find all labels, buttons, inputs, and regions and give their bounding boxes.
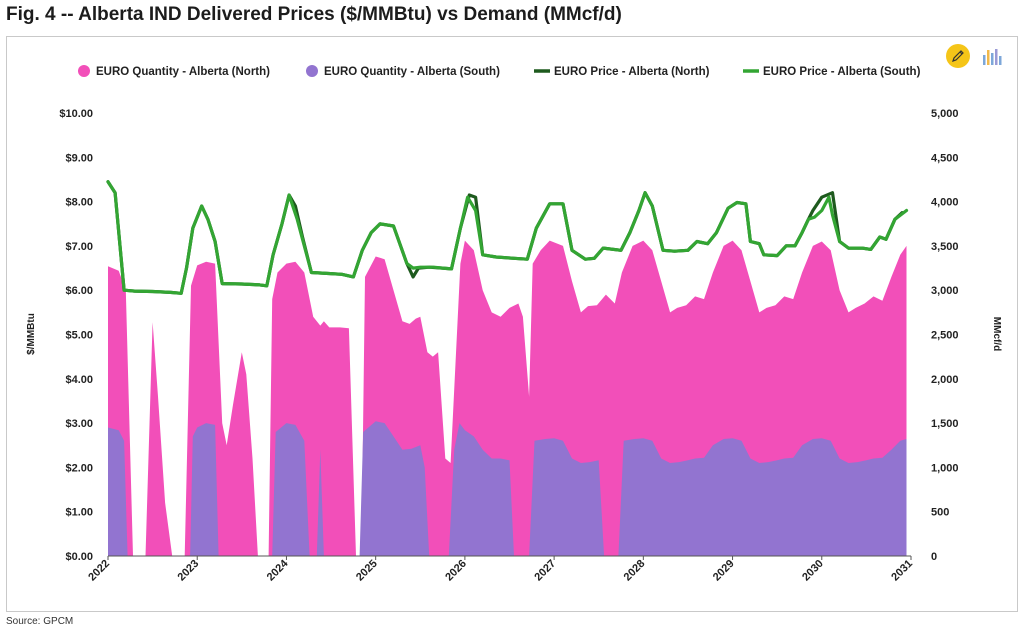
y-right-tick-label: 2,000 bbox=[931, 374, 959, 386]
y-left-axis-title: $/MMBtu bbox=[26, 313, 37, 355]
edit-chart-button[interactable] bbox=[946, 44, 970, 68]
legend-label: EURO Quantity - Alberta (North) bbox=[96, 66, 270, 78]
legend-label: EURO Quantity - Alberta (South) bbox=[324, 66, 500, 78]
legend-label: EURO Price - Alberta (North) bbox=[554, 66, 710, 78]
x-tick-label: 2029 bbox=[711, 558, 737, 584]
y-right-tick-label: 2,500 bbox=[931, 330, 959, 342]
x-tick-label: 2028 bbox=[622, 558, 648, 584]
y-left-tick-label: $1.00 bbox=[65, 507, 93, 519]
source-note: Source: GPCM bbox=[6, 616, 74, 627]
chart-legend: EURO Quantity - Alberta (North) EURO Quan… bbox=[78, 65, 921, 78]
bar-chart-icon bbox=[983, 49, 1002, 65]
y-left-tick-label: $5.00 bbox=[65, 330, 93, 342]
y-left-tick-label: $2.00 bbox=[65, 462, 93, 474]
x-tick-label: 2023 bbox=[176, 558, 202, 584]
legend-marker bbox=[78, 65, 90, 77]
y-right-tick-label: 1,500 bbox=[931, 418, 959, 430]
line-series-3 bbox=[106, 180, 909, 295]
area-layer bbox=[108, 240, 907, 556]
legend-label: EURO Price - Alberta (South) bbox=[763, 66, 921, 78]
axes-layer: $0.00 $1.00 $2.00 $3.00 $4.00 $5.00 $6.00 $7.00… bbox=[26, 108, 1002, 583]
x-tick-label: 2030 bbox=[800, 558, 826, 584]
pencil-icon bbox=[952, 50, 964, 62]
y-left-tick-label: $4.00 bbox=[65, 374, 93, 386]
y-right-tick-label: 3,500 bbox=[931, 241, 959, 253]
y-left-tick-label: $6.00 bbox=[65, 285, 93, 297]
y-left-tick-label: $8.00 bbox=[65, 197, 93, 209]
chart-view-button[interactable] bbox=[982, 47, 1002, 65]
line-series-2 bbox=[106, 180, 904, 295]
x-tick-label: 2027 bbox=[532, 558, 558, 584]
y-left-tick-label: $10.00 bbox=[59, 108, 93, 120]
y-right-tick-label: 4,000 bbox=[931, 197, 959, 209]
legend-marker bbox=[306, 65, 318, 77]
y-right-tick-label: 3,000 bbox=[931, 285, 959, 297]
x-tick-label: 2024 bbox=[265, 557, 291, 583]
x-tick-label: 2026 bbox=[443, 558, 469, 584]
y-left-tick-label: $9.00 bbox=[65, 152, 93, 164]
y-right-tick-label: 0 bbox=[931, 551, 937, 563]
y-left-tick-label: $3.00 bbox=[65, 418, 93, 430]
line-layer bbox=[106, 180, 909, 295]
y-right-tick-label: 4,500 bbox=[931, 152, 959, 164]
y-left-tick-label: $7.00 bbox=[65, 241, 93, 253]
y-right-axis-title: MMcf/d bbox=[991, 317, 1002, 351]
figure-title: Fig. 4 -- Alberta IND Delivered Prices (… bbox=[6, 4, 622, 25]
area-series-1 bbox=[108, 421, 907, 556]
y-right-tick-label: 1,000 bbox=[931, 462, 959, 474]
y-right-tick-label: 5,000 bbox=[931, 108, 959, 120]
y-right-tick-label: 500 bbox=[931, 507, 949, 519]
x-tick-label: 2031 bbox=[889, 558, 915, 584]
y-left-tick-label: $0.00 bbox=[65, 551, 93, 563]
x-tick-label: 2025 bbox=[354, 558, 380, 584]
